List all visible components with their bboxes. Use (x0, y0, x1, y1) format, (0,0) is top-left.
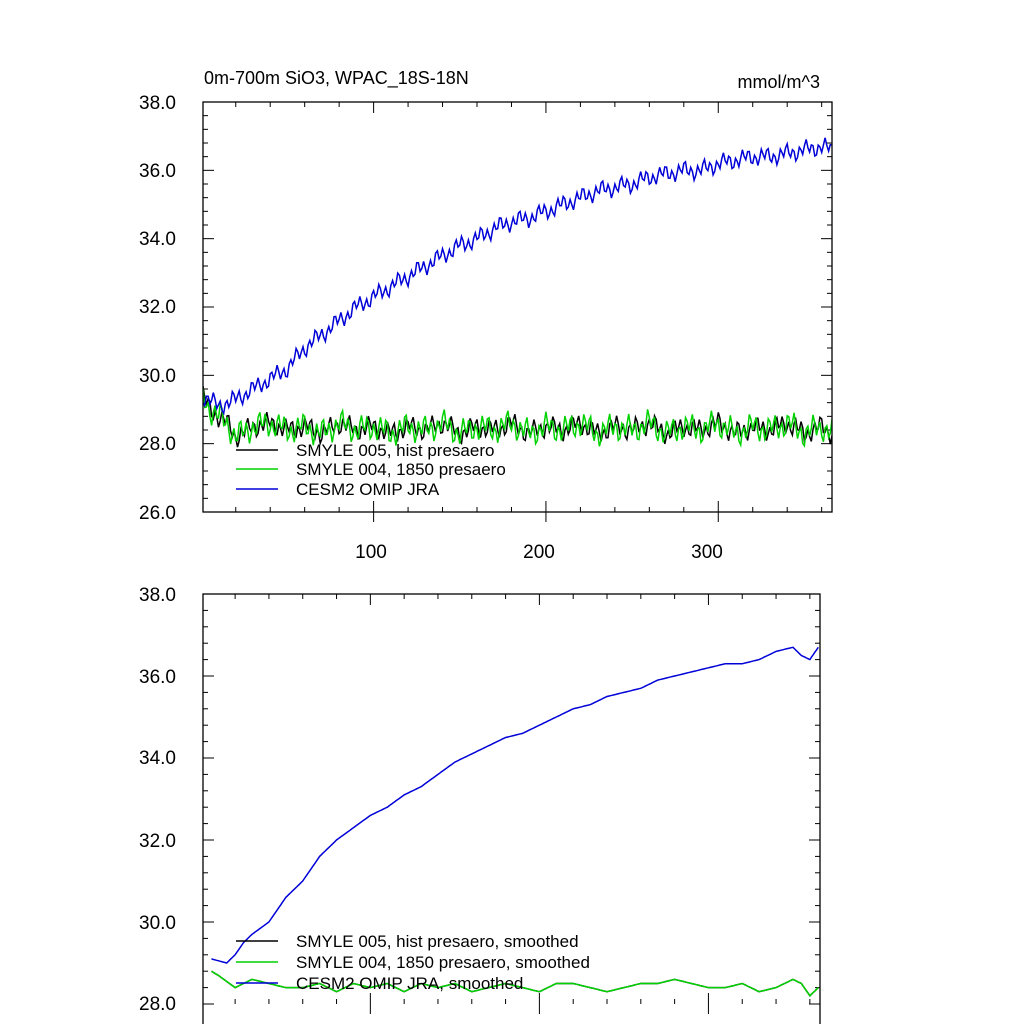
legend-label: CESM2 OMIP JRA (296, 480, 440, 499)
top-y-tick-label: 36.0 (139, 161, 176, 182)
top-x-tick-label: 100 (355, 542, 387, 563)
top-y-tick-label: 26.0 (139, 503, 176, 524)
top-panel-series (203, 137, 832, 448)
top-x-tick-label: 300 (691, 542, 723, 563)
bottom-y-tick-label: 30.0 (139, 913, 176, 934)
top-y-tick-label: 30.0 (139, 366, 176, 387)
top-y-tick-label: 38.0 (139, 93, 176, 114)
top-x-tick-labels: 100 200 300 (355, 542, 723, 563)
top-y-tick-label: 32.0 (139, 297, 176, 318)
legend-label: SMYLE 004, 1850 presaero (296, 460, 506, 479)
series-line-1 (211, 970, 819, 997)
bottom-y-tick-label: 34.0 (139, 748, 176, 769)
bottom-legend: SMYLE 005, hist presaero, smoothed SMYLE… (236, 932, 590, 993)
bottom-y-tick-label: 36.0 (139, 667, 176, 688)
chart-title: 0m-700m SiO3, WPAC_18S-18N (204, 68, 469, 89)
bottom-panel-frame (202, 593, 821, 1024)
legend-label: SMYLE 004, 1850 presaero, smoothed (296, 953, 590, 972)
legend-label: SMYLE 005, hist presaero, smoothed (296, 932, 579, 951)
series-line-0 (203, 386, 832, 448)
units-label: mmol/m^3 (738, 72, 820, 92)
top-panel-frame (202, 101, 833, 513)
bottom-y-tick-labels: 38.0 36.0 34.0 32.0 30.0 28.0 (139, 585, 176, 1015)
bottom-y-tick-label: 32.0 (139, 831, 176, 852)
bottom-y-tick-label: 28.0 (139, 994, 176, 1015)
legend-label: CESM2 OMIP JRA, smoothed (296, 974, 523, 993)
top-x-tick-label: 200 (523, 542, 555, 563)
series-line-1 (203, 388, 832, 448)
legend-label: SMYLE 005, hist presaero (296, 441, 494, 460)
bottom-y-tick-label: 38.0 (139, 585, 176, 606)
series-line-2 (203, 137, 832, 416)
top-legend: SMYLE 005, hist presaero SMYLE 004, 1850… (236, 441, 506, 499)
top-y-tick-label: 28.0 (139, 434, 176, 455)
top-y-tick-labels: 38.0 36.0 34.0 32.0 30.0 28.0 26.0 (139, 93, 176, 524)
bottom-panel-series (211, 646, 819, 997)
series-line-2 (211, 646, 819, 964)
bottom-panel-ticks (203, 593, 820, 1014)
top-y-tick-label: 34.0 (139, 229, 176, 250)
